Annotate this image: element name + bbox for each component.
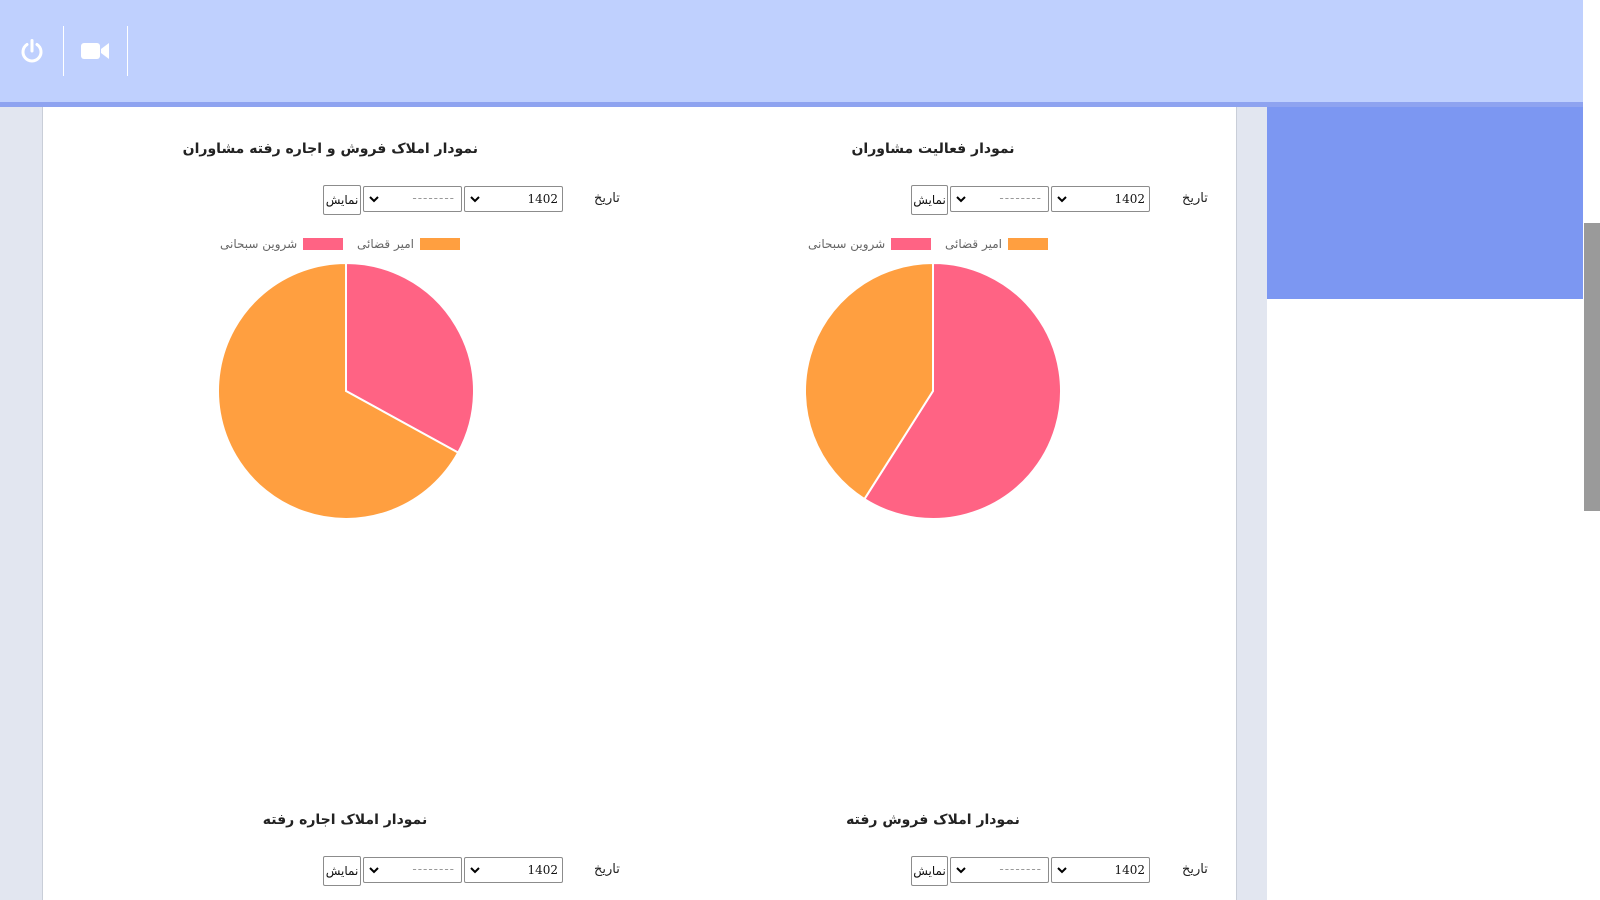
legend-label: امیر قضائی <box>945 237 1002 251</box>
pie-chart-sold-rented <box>217 261 475 520</box>
power-icon <box>21 39 43 63</box>
legend-item[interactable]: شروین سبحانی <box>808 237 932 251</box>
chevron-down-icon <box>1057 196 1067 203</box>
date-label: تاریخ <box>594 191 620 206</box>
chevron-down-icon <box>470 196 480 203</box>
month-placeholder: -------- <box>999 191 1042 205</box>
year-value: 1402 <box>1114 863 1145 877</box>
legend-swatch <box>419 238 460 250</box>
video-button[interactable] <box>64 26 126 76</box>
legend-label: شروین سبحانی <box>220 237 298 251</box>
legend-label: امیر قضائی <box>357 237 414 251</box>
pie-slice-1[interactable] <box>863 261 1062 520</box>
chevron-down-icon <box>956 867 966 874</box>
show-button[interactable]: نمایش <box>911 185 948 215</box>
show-button[interactable]: نمایش <box>911 856 948 886</box>
year-select[interactable]: 1402 <box>464 857 563 883</box>
top-header <box>0 0 1583 107</box>
year-value: 1402 <box>1114 192 1145 206</box>
month-placeholder: -------- <box>999 862 1042 876</box>
chevron-down-icon <box>369 196 379 203</box>
month-placeholder: -------- <box>412 862 455 876</box>
date-label: تاریخ <box>1182 862 1208 877</box>
pie-slice-2[interactable] <box>217 261 460 520</box>
sidebar-panel <box>1267 299 1583 900</box>
legend-item[interactable]: امیر قضائی <box>945 237 1048 251</box>
header-divider <box>63 26 64 76</box>
power-button[interactable] <box>1 26 63 76</box>
chart-title-sold: نمودار املاک فروش رفته <box>846 812 1020 828</box>
legend-label: شروین سبحانی <box>808 237 886 251</box>
video-camera-icon <box>81 43 109 59</box>
date-label: تاریخ <box>594 862 620 877</box>
year-select[interactable]: 1402 <box>464 186 563 212</box>
date-label: تاریخ <box>1182 191 1208 206</box>
chevron-down-icon <box>956 196 966 203</box>
legend-swatch <box>303 238 344 250</box>
pie-chart-activity <box>804 261 1062 520</box>
chevron-down-icon <box>1057 867 1067 874</box>
chart-title-sold-rented: نمودار املاک فروش و اجاره رفته مشاوران <box>182 141 478 157</box>
legend-swatch <box>891 238 932 250</box>
show-button[interactable]: نمایش <box>323 185 361 215</box>
pie-slice-1[interactable] <box>345 261 475 455</box>
month-select[interactable]: -------- <box>950 186 1049 212</box>
month-placeholder: -------- <box>412 191 455 205</box>
chart-title-rented: نمودار املاک اجاره رفته <box>262 812 428 828</box>
legend-swatch <box>1007 238 1048 250</box>
year-value: 1402 <box>527 192 558 206</box>
chevron-down-icon <box>369 867 379 874</box>
pie-slice-2[interactable] <box>804 261 934 501</box>
chevron-down-icon <box>470 867 480 874</box>
header-divider <box>127 26 128 76</box>
sidebar-accent-block <box>1267 107 1583 299</box>
month-select[interactable]: -------- <box>363 857 462 883</box>
month-select[interactable]: -------- <box>363 186 462 212</box>
month-select[interactable]: -------- <box>950 857 1049 883</box>
legend-item[interactable]: امیر قضائی <box>357 237 460 251</box>
year-select[interactable]: 1402 <box>1051 186 1150 212</box>
year-select[interactable]: 1402 <box>1051 857 1150 883</box>
year-value: 1402 <box>527 863 558 877</box>
chart-title-activity: نمودار فعالیت مشاوران <box>851 141 1015 157</box>
scrollbar-thumb[interactable] <box>1584 223 1600 511</box>
show-button[interactable]: نمایش <box>323 856 361 886</box>
legend-item[interactable]: شروین سبحانی <box>220 237 344 251</box>
